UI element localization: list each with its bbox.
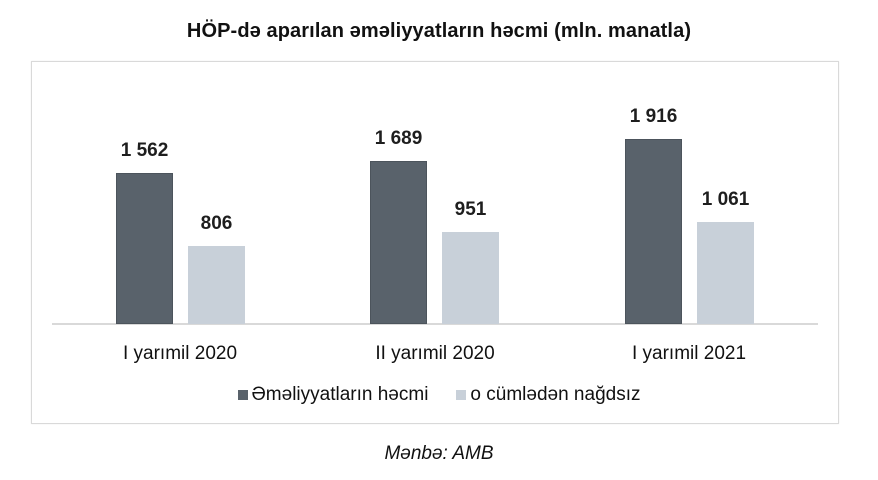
data-label: 1 562 [120, 140, 169, 161]
legend: Əməliyyatların həcmi o cümlədən nağdsız [0, 384, 878, 406]
chart-title: HÖP-də aparılan əməliyyatların həcmi (ml… [186, 20, 692, 42]
bar-total [116, 173, 173, 324]
data-label: 1 061 [701, 189, 750, 210]
data-label: 1 689 [374, 128, 423, 149]
bar-total [625, 139, 682, 324]
bar-cashless [442, 232, 499, 324]
bar-cashless [188, 246, 245, 324]
data-label: 951 [454, 199, 487, 220]
data-label: 806 [200, 213, 233, 234]
legend-swatch-light-icon [456, 390, 467, 400]
x-axis-baseline [52, 323, 818, 325]
category-label: II yarımil 2020 [375, 343, 495, 364]
legend-label: Əməliyyatların həcmi [251, 384, 429, 405]
data-label: 1 916 [629, 106, 678, 127]
category-label: I yarımil 2021 [631, 343, 747, 364]
legend-label: o cümlədən nağdsız [470, 384, 641, 405]
bar-cashless [697, 222, 754, 324]
source-note: Mənbə: AMB [384, 443, 494, 464]
legend-item-total: Əməliyyatların həcmi [237, 384, 429, 406]
legend-swatch-dark-icon [237, 390, 248, 400]
bar-total [370, 161, 427, 324]
category-label: I yarımil 2020 [122, 343, 238, 364]
legend-item-cashless: o cümlədən nağdsız [456, 384, 640, 406]
